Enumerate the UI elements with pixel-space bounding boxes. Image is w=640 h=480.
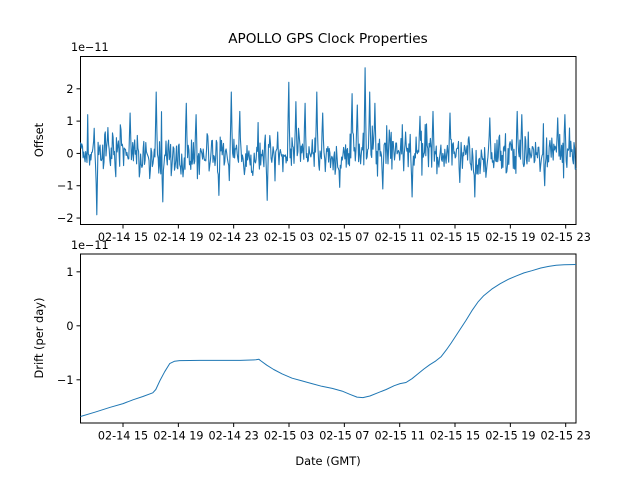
offset-y-tick-label: 1	[66, 115, 73, 128]
offset-y-tick-label: 0	[66, 147, 73, 160]
offset-x-tick-label: 02-15 07	[319, 231, 369, 244]
offset-x-tick-label: 02-15 23	[541, 231, 591, 244]
drift-y-tick-label: 0	[66, 320, 73, 333]
offset-series-line	[79, 67, 577, 216]
offset-x-tick-label: 02-14 15	[98, 231, 148, 244]
offset-plot-frame	[80, 56, 577, 225]
offset-x-tick-label: 02-14 19	[153, 231, 203, 244]
drift-y-axis-label: Drift (per day)	[32, 297, 46, 379]
offset-x-tick-label: 02-15 11	[375, 231, 425, 244]
drift-scale-exponent: 1e−11	[71, 239, 109, 252]
drift-x-tick-label: 02-15 23	[541, 430, 591, 443]
offset-y-tick-label: −1	[57, 180, 74, 193]
offset-x-tick-label: 02-15 19	[485, 231, 535, 244]
drift-y-tick-label: −1	[57, 374, 74, 387]
offset-scale-exponent: 1e−11	[71, 41, 109, 54]
drift-x-tick-label: 02-15 07	[319, 430, 369, 443]
offset-x-tick-label: 02-15 03	[264, 231, 314, 244]
chart-title: APOLLO GPS Clock Properties	[228, 31, 428, 47]
offset-y-tick-label: 2	[66, 83, 73, 96]
drift-x-tick-label: 02-15 11	[375, 430, 425, 443]
offset-y-axis-label: Offset	[32, 122, 46, 158]
drift-x-tick-label: 02-15 19	[485, 430, 535, 443]
drift-x-tick-label: 02-14 19	[153, 430, 203, 443]
drift-x-tick-label: 02-15 15	[430, 430, 480, 443]
drift-plot-frame	[80, 253, 577, 424]
drift-series-line	[80, 264, 577, 417]
drift-y-tick-label: 1	[66, 266, 73, 279]
drift-x-tick-label: 02-14 15	[98, 430, 148, 443]
offset-y-tick-label: −2	[57, 212, 74, 225]
drift-x-tick-label: 02-15 03	[264, 430, 314, 443]
drift-x-tick-label: 02-14 23	[209, 430, 259, 443]
offset-x-tick-label: 02-15 15	[430, 231, 480, 244]
offset-x-tick-label: 02-14 23	[209, 231, 259, 244]
x-axis-label: Date (GMT)	[295, 454, 361, 468]
